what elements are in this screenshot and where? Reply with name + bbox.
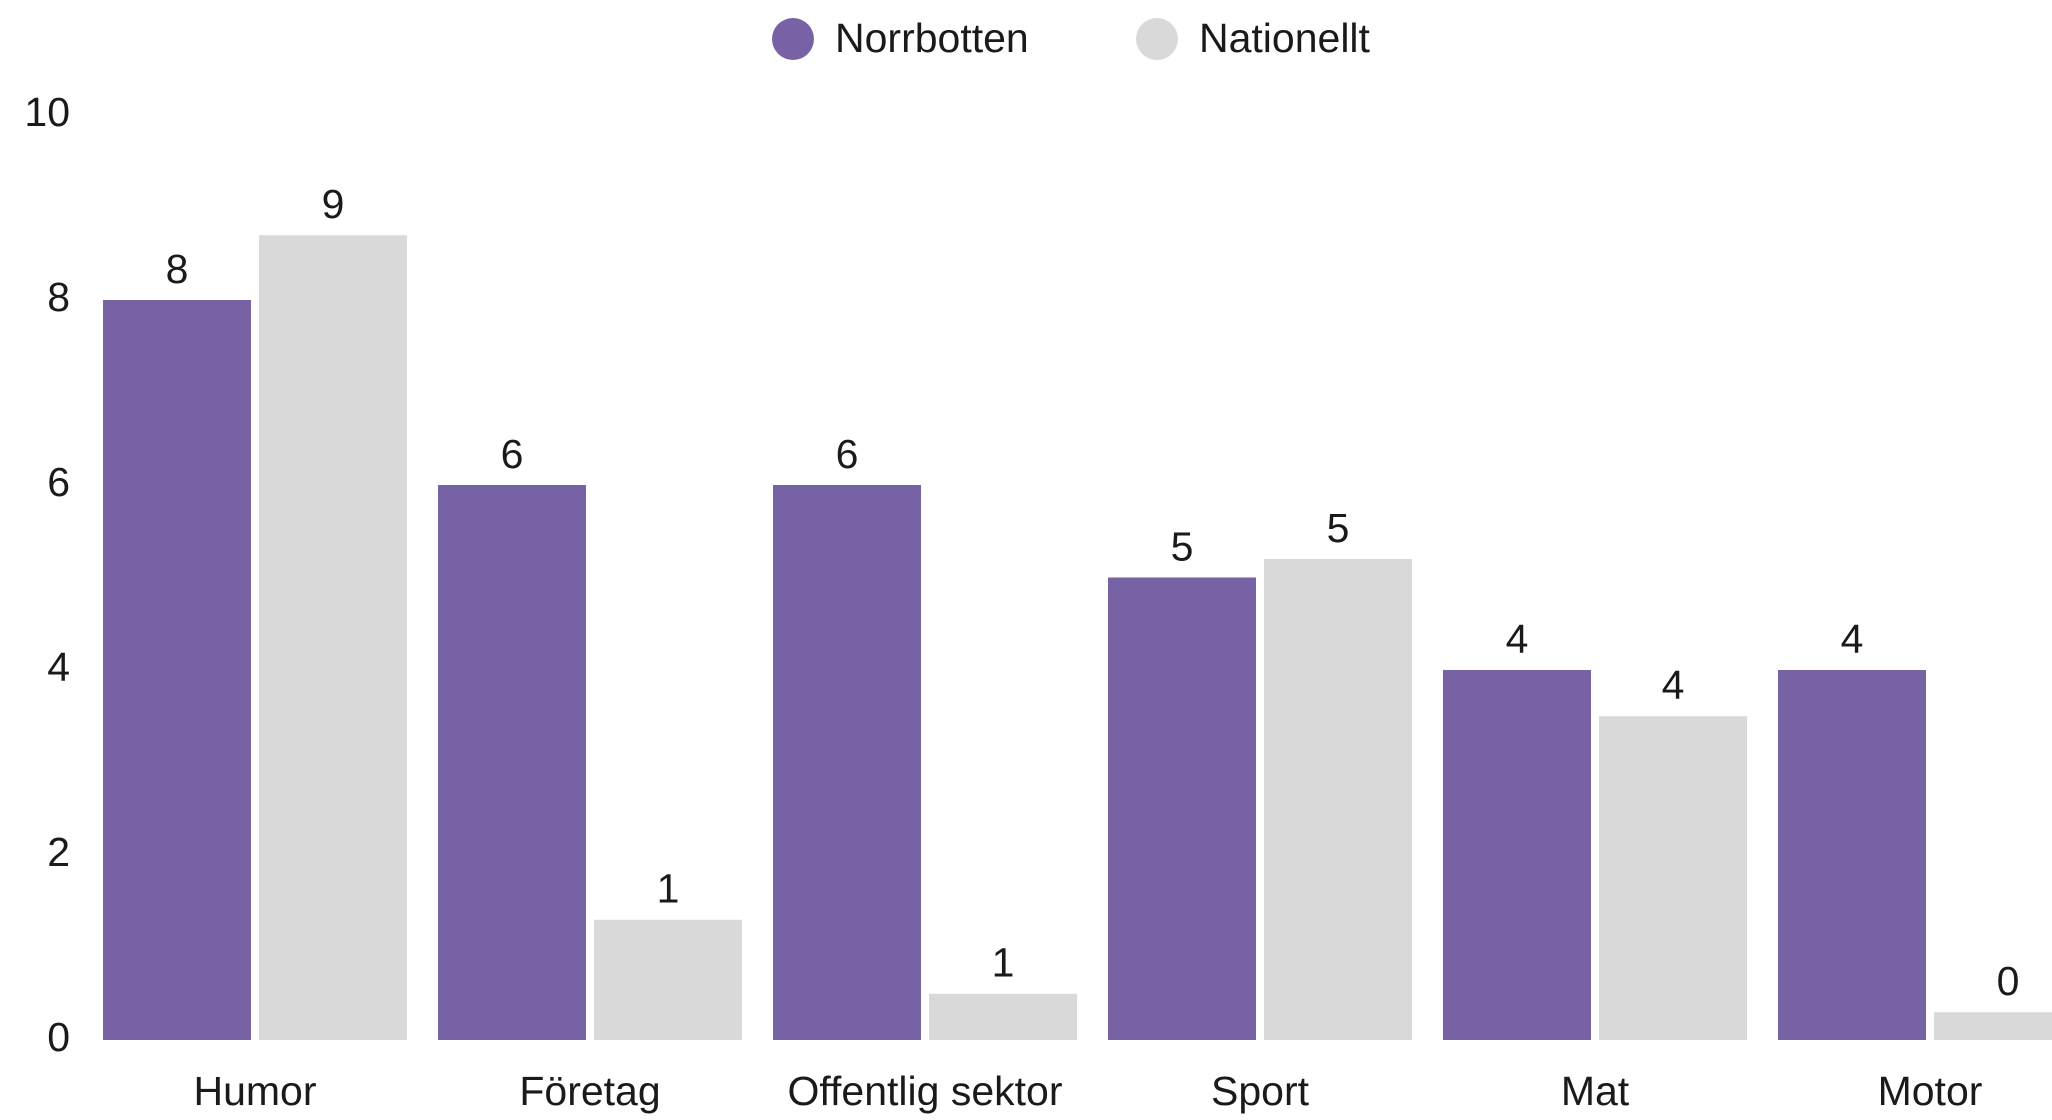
data-label: 1 [992, 940, 1015, 986]
bar [1264, 559, 1412, 1040]
y-tick-label: 6 [47, 459, 70, 505]
bar [1778, 670, 1926, 1040]
y-tick-label: 2 [47, 829, 70, 875]
legend-label: Nationellt [1199, 15, 1371, 61]
data-label: 4 [1506, 616, 1529, 662]
legend-swatch [1136, 18, 1178, 60]
bar [1934, 1012, 2052, 1040]
y-tick-label: 10 [24, 89, 70, 135]
data-label: 6 [836, 431, 859, 477]
bar [1599, 716, 1747, 1040]
legend-label: Norrbotten [835, 15, 1029, 61]
legend-swatch [772, 18, 814, 60]
bar [594, 919, 742, 1040]
data-label: 4 [1662, 662, 1685, 708]
data-label: 0 [1997, 958, 2020, 1004]
y-tick-label: 0 [47, 1014, 70, 1060]
y-tick-label: 4 [47, 644, 70, 690]
bar [773, 485, 921, 1040]
data-label: 5 [1327, 505, 1350, 551]
bar [438, 485, 586, 1040]
x-tick-label: Företag [519, 1068, 660, 1114]
data-label: 6 [501, 431, 524, 477]
x-tick-label: Mat [1561, 1068, 1630, 1114]
data-label: 5 [1171, 523, 1194, 569]
data-label: 9 [322, 181, 345, 227]
data-label: 8 [166, 246, 189, 292]
data-label: 1 [657, 866, 680, 912]
x-tick-label: Humor [193, 1068, 316, 1114]
bar [1108, 577, 1256, 1040]
bar [103, 300, 251, 1040]
bar [1443, 670, 1591, 1040]
data-label: 4 [1841, 616, 1864, 662]
bar [929, 993, 1077, 1040]
y-tick-label: 8 [47, 274, 70, 320]
x-tick-label: Motor [1878, 1068, 1983, 1114]
x-tick-label: Offentlig sektor [788, 1068, 1063, 1114]
x-tick-label: Sport [1211, 1068, 1310, 1114]
bar [259, 235, 407, 1040]
